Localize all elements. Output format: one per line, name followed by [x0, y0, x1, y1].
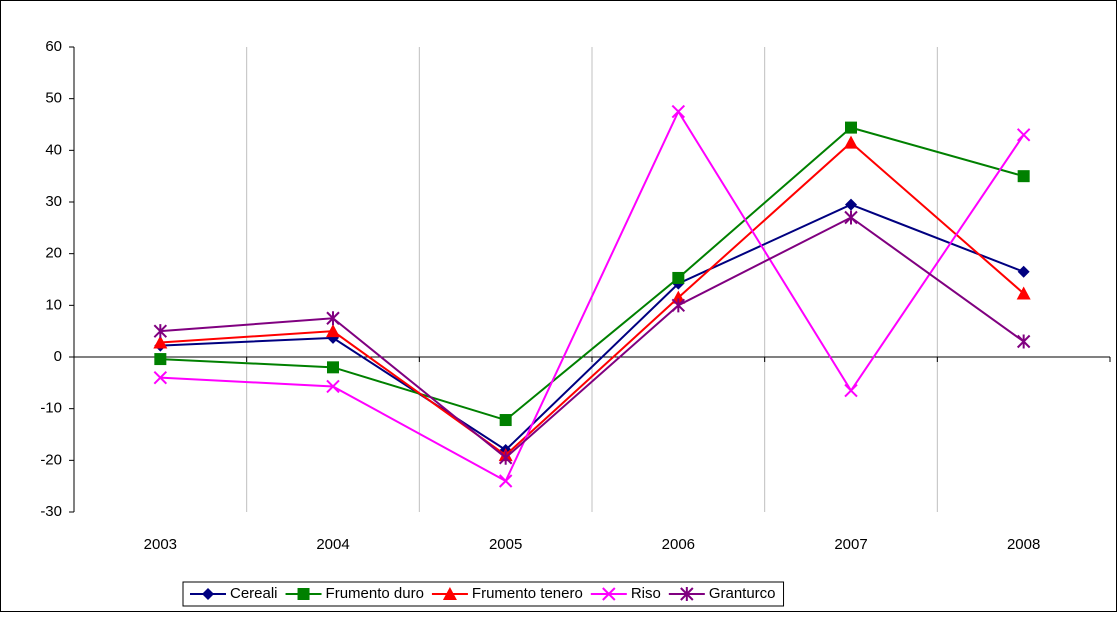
marker [602, 587, 616, 601]
x-tick-label: 2007 [834, 536, 867, 553]
marker [844, 383, 858, 398]
marker [844, 210, 858, 225]
x-tick-label: 2006 [662, 536, 695, 553]
x-tick-label: 2005 [489, 536, 522, 553]
y-tick-label: 30 [45, 193, 62, 210]
marker [1016, 128, 1031, 142]
marker [442, 587, 457, 600]
marker [498, 474, 513, 488]
series-line [160, 126, 1024, 422]
marker [154, 353, 167, 366]
marker [326, 379, 340, 394]
x-tick-label: 2004 [316, 536, 349, 553]
marker [1016, 286, 1031, 300]
marker [845, 121, 857, 134]
marker [671, 298, 686, 313]
y-tick-label: 10 [45, 296, 62, 313]
marker [672, 271, 685, 284]
marker [326, 311, 340, 326]
series-line [160, 141, 1025, 457]
legend-label: Frumento tenero [472, 585, 583, 602]
y-tick-label: 60 [45, 38, 62, 55]
y-tick-label: 20 [45, 245, 62, 262]
y-tick-label: -20 [40, 451, 62, 468]
series-line [160, 109, 1025, 483]
marker [153, 370, 168, 385]
marker [202, 588, 214, 600]
y-tick-label: 40 [45, 141, 62, 158]
marker [498, 450, 513, 465]
x-tick-label: 2008 [1007, 536, 1040, 553]
legend: Cereali Frumento duro Frumento tenero Riso G… [182, 581, 785, 607]
y-tick-label: -10 [40, 400, 62, 417]
marker [327, 361, 339, 374]
marker [845, 198, 857, 211]
legend-label: Riso [631, 585, 661, 602]
marker [297, 588, 310, 600]
x-tick-label: 2003 [144, 536, 177, 553]
marker [844, 135, 858, 149]
marker [499, 414, 512, 427]
series-line [160, 216, 1025, 460]
marker [671, 104, 686, 119]
marker [1017, 265, 1030, 278]
marker [153, 324, 168, 339]
marker [671, 290, 686, 304]
marker [153, 335, 168, 349]
y-tick-label: -30 [40, 503, 62, 520]
legend-label: Cereali [230, 585, 278, 602]
y-tick-label: 50 [45, 90, 62, 107]
marker [326, 324, 340, 338]
marker [680, 587, 694, 601]
y-tick-label: 0 [54, 348, 62, 365]
marker [1016, 334, 1031, 349]
marker [1017, 170, 1030, 183]
legend-label: Frumento duro [326, 585, 424, 602]
legend-label: Granturco [709, 585, 776, 602]
series-line [160, 203, 1025, 452]
